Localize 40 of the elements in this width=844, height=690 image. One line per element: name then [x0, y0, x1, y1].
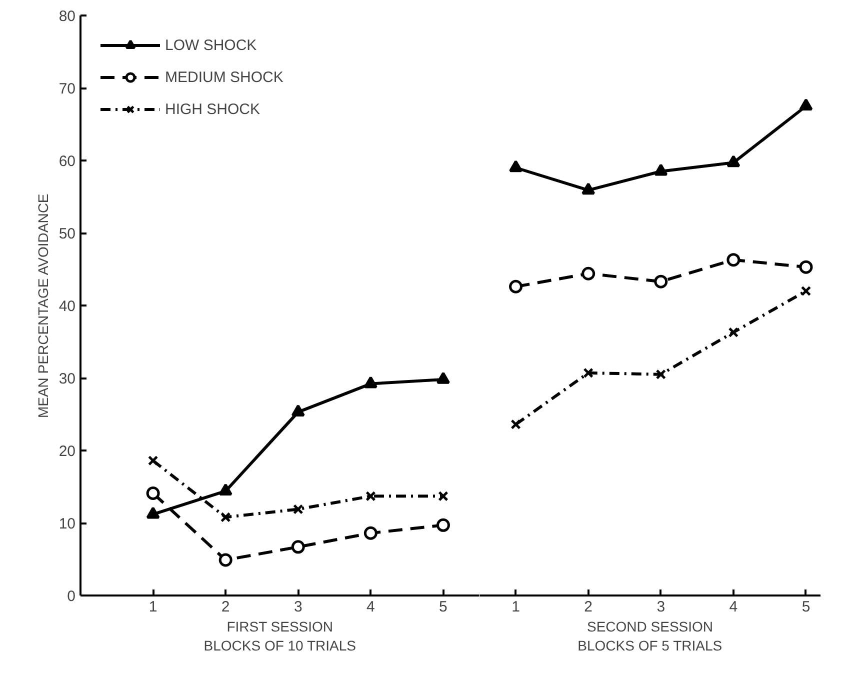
y-tick-label: 80: [58, 8, 76, 25]
point: [654, 164, 668, 176]
legend-label: HIGH SHOCK: [165, 100, 260, 118]
point: [510, 419, 521, 430]
point: [509, 160, 523, 172]
x-tick-label: 1: [148, 598, 158, 616]
legend-label: LOW SHOCK: [165, 36, 257, 54]
x-tick-label: 2: [221, 598, 230, 616]
point: [800, 286, 812, 296]
point: [583, 368, 594, 378]
x-tick-label: 1: [512, 598, 520, 616]
point: [799, 98, 813, 111]
y-tick-label: 10: [58, 516, 76, 532]
x-tick-label: 4: [366, 598, 375, 616]
y-tick-label: 30: [58, 370, 76, 388]
point: [656, 369, 666, 380]
x-axis-title: FIRST SESSION BLOCKS OF 10 TRIALS: [204, 618, 356, 654]
y-tick-label: 50: [58, 226, 76, 242]
point: [582, 266, 596, 280]
x-tick-label: 4: [729, 598, 738, 616]
y-tick-label: 70: [58, 80, 76, 98]
point: [582, 182, 596, 195]
y-axis-title: MEAN PERCENTAGE AVOIDANCE: [34, 194, 51, 418]
y-tick-label: 60: [58, 153, 76, 170]
point: [509, 280, 523, 294]
legend-label: MEDIUM SHOCK: [165, 68, 284, 86]
point: [654, 274, 668, 288]
point: [726, 253, 740, 267]
y-tick-label: 20: [58, 443, 76, 460]
x-axis-title: SECOND SESSION BLOCKS OF 5 TRIALS: [578, 618, 722, 654]
point: [799, 260, 813, 274]
point: [728, 327, 739, 338]
x-tick-label: 3: [656, 598, 666, 616]
x-tick-label: 2: [584, 598, 592, 616]
x-tick-label: 5: [802, 598, 810, 616]
point: [726, 155, 740, 168]
x-tick-label: 5: [439, 598, 448, 616]
y-tick-label: 40: [58, 298, 76, 315]
x-tick-label: 3: [294, 598, 302, 616]
y-tick-label: 0: [67, 588, 76, 605]
